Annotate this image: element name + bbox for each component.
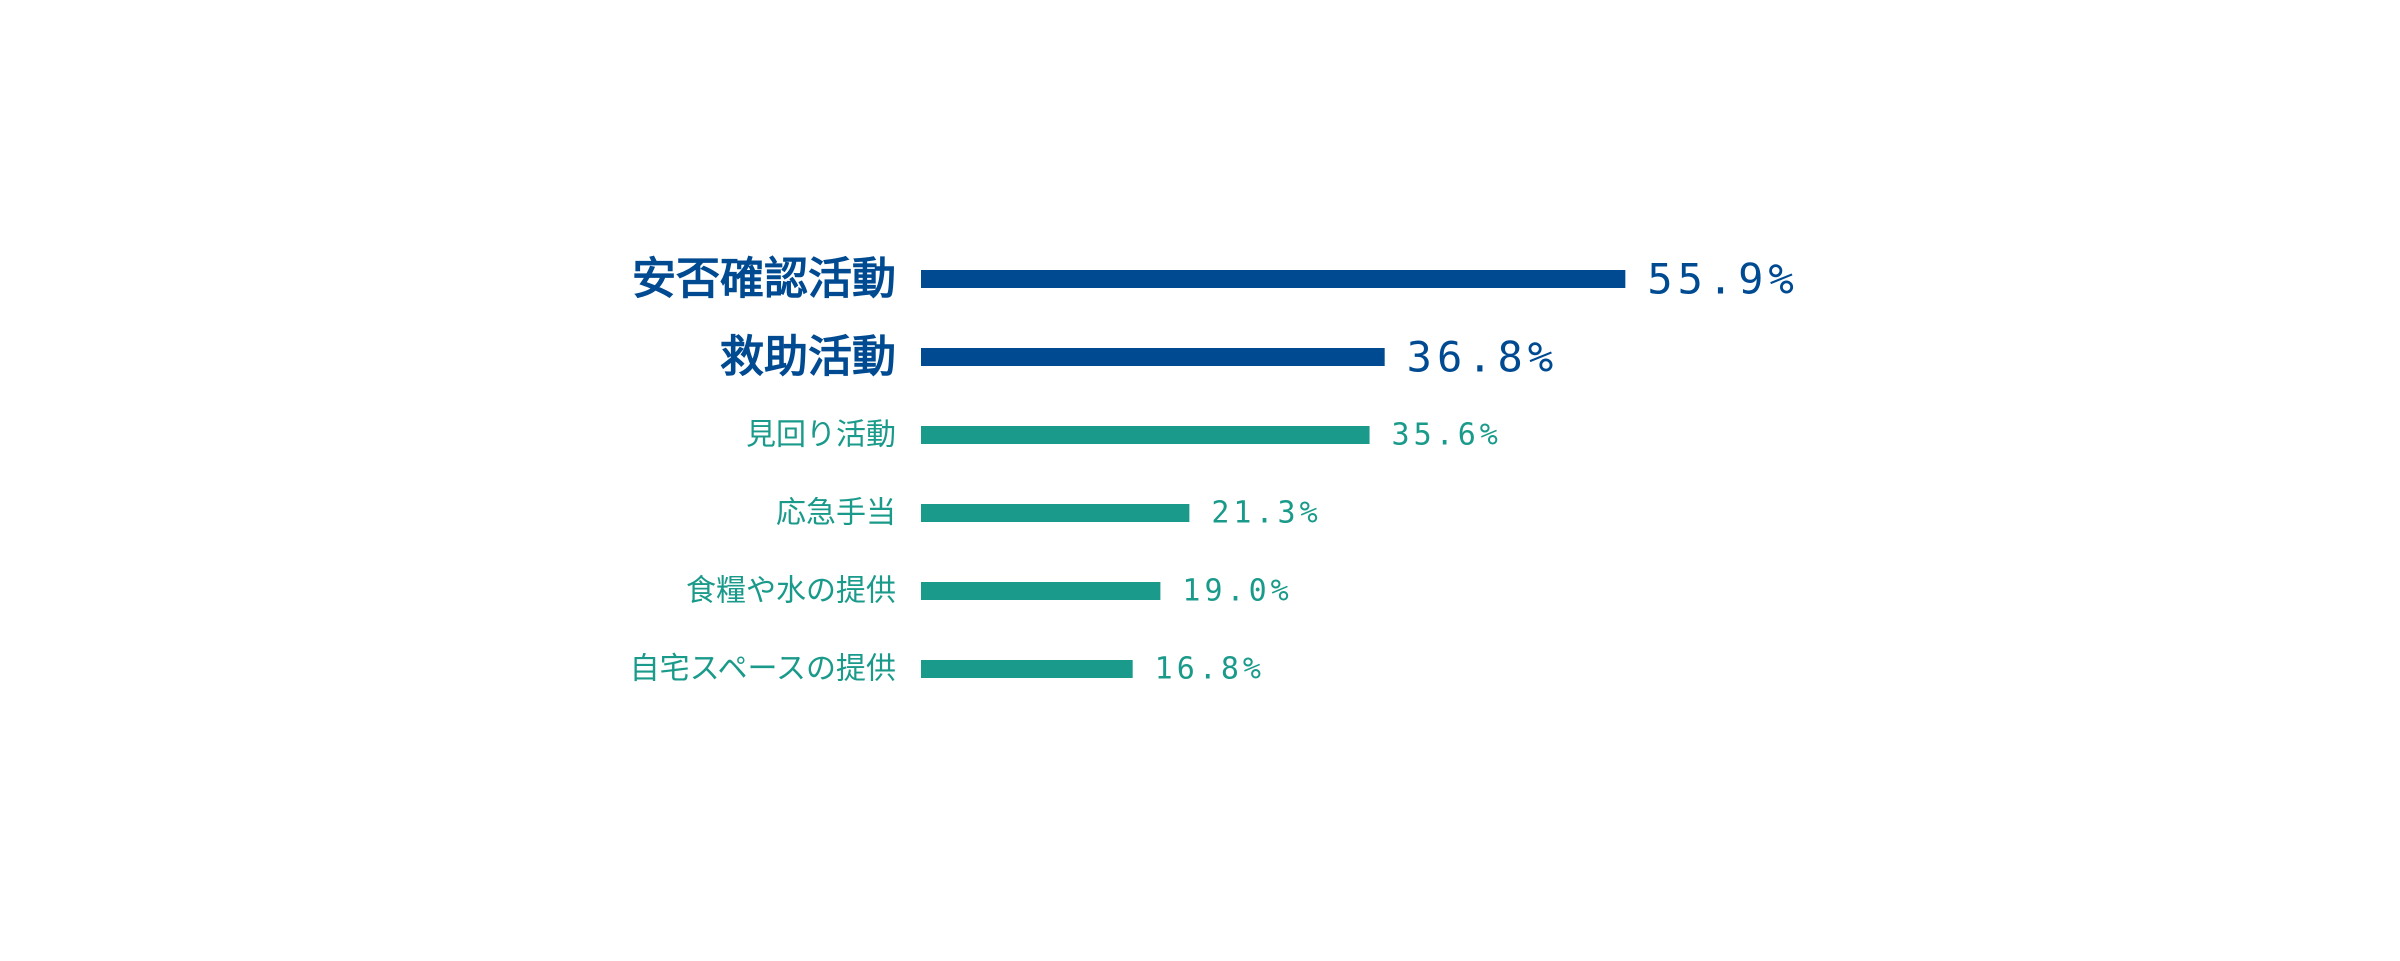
category-label-2: 救助活動 xyxy=(720,332,896,383)
value-label-2: 36.8% xyxy=(1407,333,1558,382)
bar-3 xyxy=(921,426,1370,444)
category-label-5: 食糧や水の提供 xyxy=(686,574,896,609)
value-label-6: 16.8% xyxy=(1155,652,1265,687)
bar-4 xyxy=(921,504,1190,522)
category-label-3: 見回り活動 xyxy=(746,418,896,453)
bar-2 xyxy=(921,348,1385,366)
category-label-6: 自宅スペースの提供 xyxy=(630,652,896,687)
value-label-3: 35.6% xyxy=(1392,418,1502,453)
bar-6 xyxy=(921,660,1133,678)
bar-5 xyxy=(921,582,1161,600)
bar-1 xyxy=(921,270,1626,288)
value-label-5: 19.0% xyxy=(1182,574,1292,609)
value-label-1: 55.9% xyxy=(1647,255,1798,304)
value-label-4: 21.3% xyxy=(1211,496,1321,531)
category-label-1: 安否確認活動 xyxy=(632,254,896,305)
category-label-4: 応急手当 xyxy=(776,496,896,531)
